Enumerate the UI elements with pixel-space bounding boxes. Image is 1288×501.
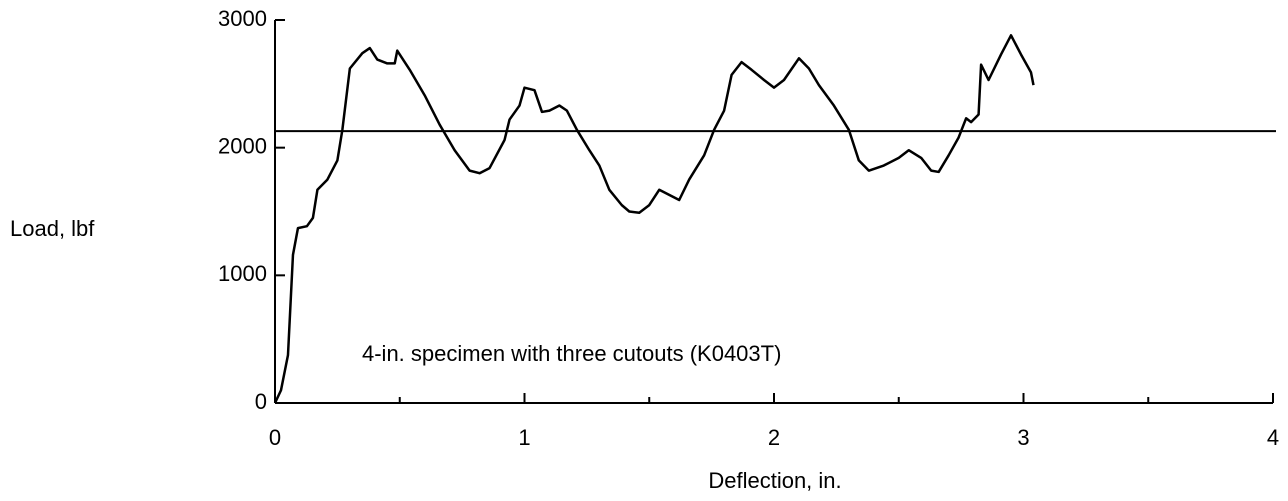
x-tick-label: 0 [269, 425, 281, 450]
data-line [273, 34, 1035, 404]
x-tick-label: 2 [768, 425, 780, 450]
x-axis-label: Deflection, in. [708, 468, 841, 493]
y-tick-label: 0 [255, 389, 267, 414]
x-tick-label: 3 [1017, 425, 1029, 450]
annotation: 4-in. specimen with three cutouts (K0403… [362, 341, 781, 366]
y-axis-label: Load, lbf [10, 216, 95, 241]
x-tick-label: 1 [518, 425, 530, 450]
y-tick-label: 1000 [218, 261, 267, 286]
y-tick-label: 2000 [218, 133, 267, 158]
x-tick-label: 4 [1267, 425, 1279, 450]
y-tick-label: 3000 [218, 6, 267, 31]
